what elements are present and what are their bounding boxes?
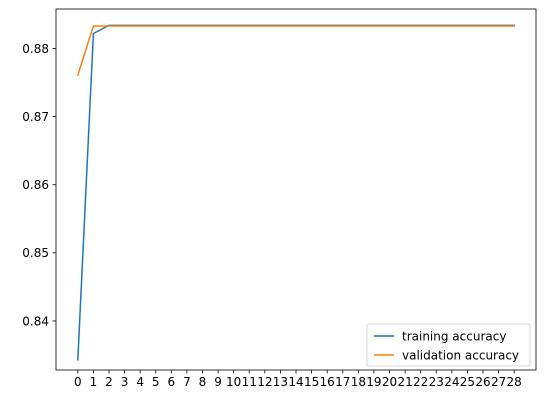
legend-label-validation-accuracy: validation accuracy [402, 348, 519, 362]
x-tick-label: 9 [214, 375, 222, 389]
x-tick-label: 1 [90, 375, 98, 389]
x-tick-label: 8 [199, 375, 207, 389]
x-tick-label: 28 [507, 375, 522, 389]
x-tick-label: 13 [273, 375, 288, 389]
series-layer [76, 24, 515, 361]
x-tick-label: 21 [397, 375, 412, 389]
x-tick-label: 0 [74, 375, 82, 389]
x-tick-label: 12 [257, 375, 272, 389]
x-tick-label: 18 [351, 375, 366, 389]
x-tick-label: 6 [168, 375, 176, 389]
y-tick-label: 0.85 [22, 246, 49, 260]
legend-frame [366, 323, 531, 367]
x-tick-label: 26 [475, 375, 490, 389]
x-tick-label: 15 [304, 375, 319, 389]
x-tick-label: 10 [226, 375, 241, 389]
x-tick-label: 19 [366, 375, 381, 389]
x-tick-label: 22 [413, 375, 428, 389]
x-tick-label: 23 [429, 375, 444, 389]
x-tick-label: 25 [460, 375, 475, 389]
x-tick-label: 5 [152, 375, 160, 389]
x-tick-label: 4 [136, 375, 144, 389]
x-tick-label: 27 [491, 375, 506, 389]
x-tick-label: 14 [288, 375, 303, 389]
x-tick-label: 24 [444, 375, 459, 389]
y-tick-label: 0.86 [22, 178, 49, 192]
series-line-validation-accuracy [76, 25, 515, 77]
x-tick-label: 17 [335, 375, 350, 389]
plot-area: 0 1 2 3 4 5 6 7 8 9 10 11 12 13 14 15 16 17 18 19 20 21 22 23 24… [22, 8, 537, 389]
x-tick-label: 11 [242, 375, 257, 389]
y-tick-label: 0.88 [22, 42, 49, 56]
y-tick-label: 0.84 [22, 314, 49, 328]
x-tick-label: 3 [121, 375, 129, 389]
x-axis-ticks: 0 1 2 3 4 5 6 7 8 9 10 11 12 13 14 15 16 17 18 19 20 21 22 23 24… [74, 370, 522, 389]
y-axis-ticks: 0.84 0.85 0.86 0.87 0.88 [22, 42, 56, 328]
y-tick-label: 0.87 [22, 110, 49, 124]
legend-items: training accuracy validation accuracy [374, 329, 519, 362]
legend-label-training-accuracy: training accuracy [402, 329, 506, 343]
x-tick-label: 20 [382, 375, 397, 389]
legend: training accuracy validation accuracy [366, 323, 531, 367]
x-tick-label: 7 [183, 375, 191, 389]
x-tick-label: 2 [105, 375, 113, 389]
x-tick-label: 16 [320, 375, 335, 389]
